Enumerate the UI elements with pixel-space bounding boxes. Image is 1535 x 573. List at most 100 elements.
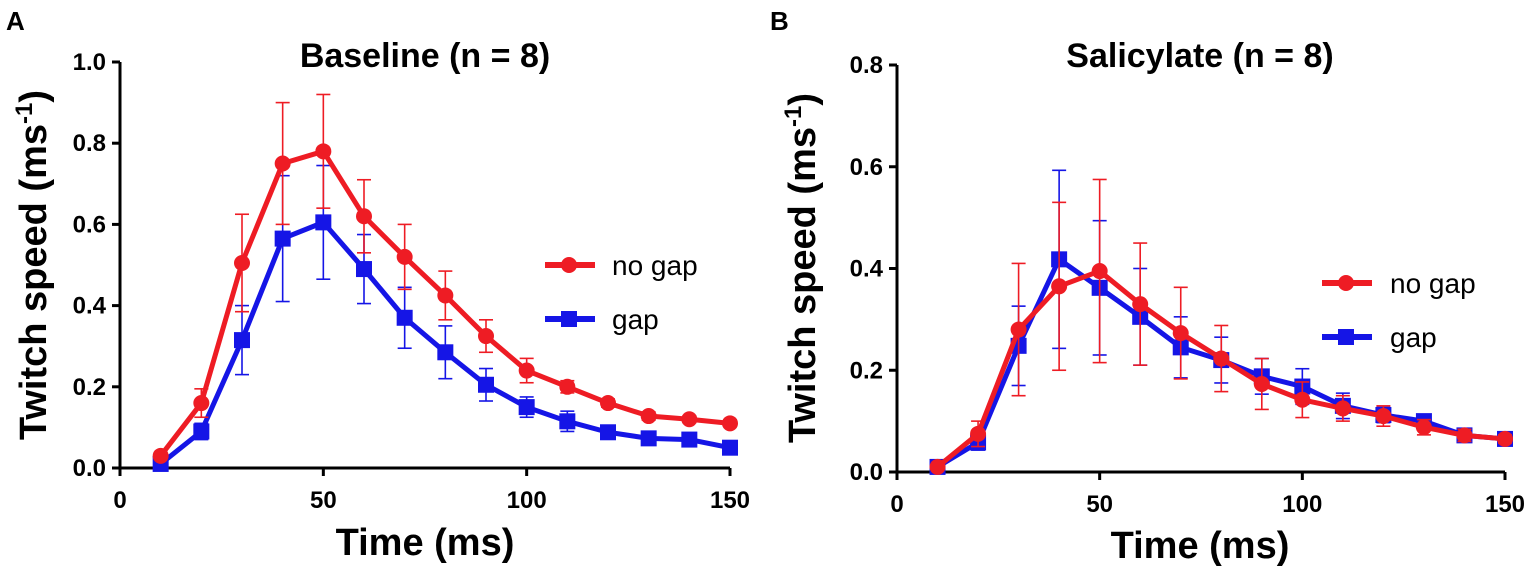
chart-title: Baseline (n = 8): [300, 37, 550, 75]
legend-swatch-marker: [1338, 275, 1354, 291]
data-point: [1172, 325, 1189, 342]
legend: no gap gap: [545, 250, 698, 335]
x-tick-label: 0: [113, 487, 126, 514]
data-point: [929, 458, 946, 475]
x-axis-label: Time (ms): [336, 522, 515, 564]
data-point: [970, 425, 987, 442]
data-point: [356, 208, 372, 225]
legend-label: no gap: [612, 250, 698, 281]
data-point: [274, 230, 291, 247]
plot-area: 0.0 0.2 0.4 0.6 0.8 0 50 100 150: [850, 52, 1525, 518]
y-axis-label-superscript: -1: [780, 106, 807, 127]
data-point: [559, 413, 576, 430]
y-axis-label-main: Twitch speed (ms: [782, 127, 824, 443]
y-axis-label-close: ): [782, 93, 824, 106]
data-point: [152, 447, 169, 464]
data-point: [640, 408, 657, 425]
y-tick-label: 0.4: [73, 293, 107, 320]
data-point: [518, 399, 535, 416]
data-point: [315, 143, 332, 160]
legend-label: gap: [612, 304, 659, 335]
data-point: [600, 424, 616, 441]
y-axis-label-close: ): [13, 90, 55, 103]
data-point: [1334, 400, 1351, 417]
x-tick-label: 50: [1086, 491, 1113, 518]
y-tick-label: 0.8: [850, 52, 883, 79]
data-point: [356, 261, 372, 278]
data-point: [559, 378, 576, 395]
chart-title: Salicylate (n = 8): [1066, 37, 1333, 75]
data-point: [396, 309, 413, 326]
data-point: [193, 395, 210, 412]
data-point: [437, 344, 454, 361]
legend-item-no-gap: no gap: [545, 250, 698, 281]
y-axis-label-main: Twitch speed (ms: [13, 124, 55, 440]
data-point: [1415, 419, 1432, 436]
x-tick-label: 100: [1282, 491, 1322, 518]
data-point: [1213, 350, 1230, 367]
legend-item-gap: gap: [1322, 322, 1437, 353]
series-no-gap: [152, 93, 738, 464]
legend-swatch-marker: [561, 311, 577, 327]
data-point: [722, 415, 738, 432]
data-point: [1051, 278, 1068, 295]
data-point: [1010, 321, 1027, 338]
data-point: [478, 328, 494, 345]
data-point: [681, 411, 698, 428]
plot-area: 0.0 0.2 0.4 0.6 0.8 1.0 0 50 100 150: [73, 49, 750, 514]
data-point: [518, 362, 535, 379]
x-tick-label: 50: [310, 487, 337, 514]
y-axis-label: Twitch speed (ms-1): [780, 93, 824, 443]
data-point: [478, 376, 494, 393]
y-tick-label: 0.4: [850, 256, 884, 283]
legend: no gap gap: [1322, 268, 1476, 353]
data-point: [600, 395, 616, 412]
data-point: [1253, 375, 1270, 392]
panel-a-baseline: A Baseline (n = 8) Time (ms) Twitch spee…: [6, 6, 750, 564]
data-point: [396, 248, 413, 265]
legend-swatch-marker: [1338, 329, 1354, 345]
panel-b-salicylate: B Salicylate (n = 8) Time (ms) Twitch sp…: [770, 6, 1525, 567]
data-point: [274, 155, 291, 172]
data-point: [315, 214, 332, 231]
legend-item-gap: gap: [545, 304, 659, 335]
panel-letter: A: [6, 6, 25, 36]
data-point: [437, 287, 454, 304]
data-point: [1294, 391, 1311, 408]
legend-swatch-marker: [561, 257, 577, 273]
series-no-gap: [929, 178, 1513, 475]
x-axis-label: Time (ms): [1111, 525, 1290, 567]
y-tick-label: 0.2: [850, 357, 883, 384]
y-tick-label: 0.0: [850, 459, 883, 486]
y-axis-label-superscript: -1: [11, 103, 38, 124]
x-tick-label: 100: [507, 487, 547, 514]
x-tick-label: 0: [890, 491, 903, 518]
data-point: [722, 439, 738, 456]
y-tick-label: 0.6: [73, 211, 106, 238]
y-axis-label: Twitch speed (ms-1): [11, 90, 55, 440]
y-tick-label: 0.0: [73, 455, 106, 482]
data-point: [681, 431, 698, 448]
data-point: [1456, 427, 1473, 444]
data-point: [193, 423, 210, 440]
y-tick-label: 0.6: [850, 154, 883, 181]
data-point: [234, 254, 250, 271]
y-tick-label: 0.8: [73, 130, 106, 157]
data-point: [1132, 296, 1149, 313]
y-tick-label: 0.2: [73, 374, 106, 401]
x-tick-label: 150: [710, 487, 750, 514]
data-point: [1375, 408, 1392, 425]
panel-letter: B: [770, 6, 789, 36]
y-tick-label: 1.0: [73, 49, 106, 76]
legend-item-no-gap: no gap: [1322, 268, 1476, 299]
data-point: [234, 332, 250, 349]
data-point: [640, 430, 657, 447]
legend-label: no gap: [1390, 268, 1476, 299]
series-gap: [152, 164, 738, 472]
x-tick-label: 150: [1485, 491, 1525, 518]
data-point: [1497, 430, 1513, 447]
legend-label: gap: [1390, 322, 1437, 353]
data-point: [1091, 263, 1108, 280]
